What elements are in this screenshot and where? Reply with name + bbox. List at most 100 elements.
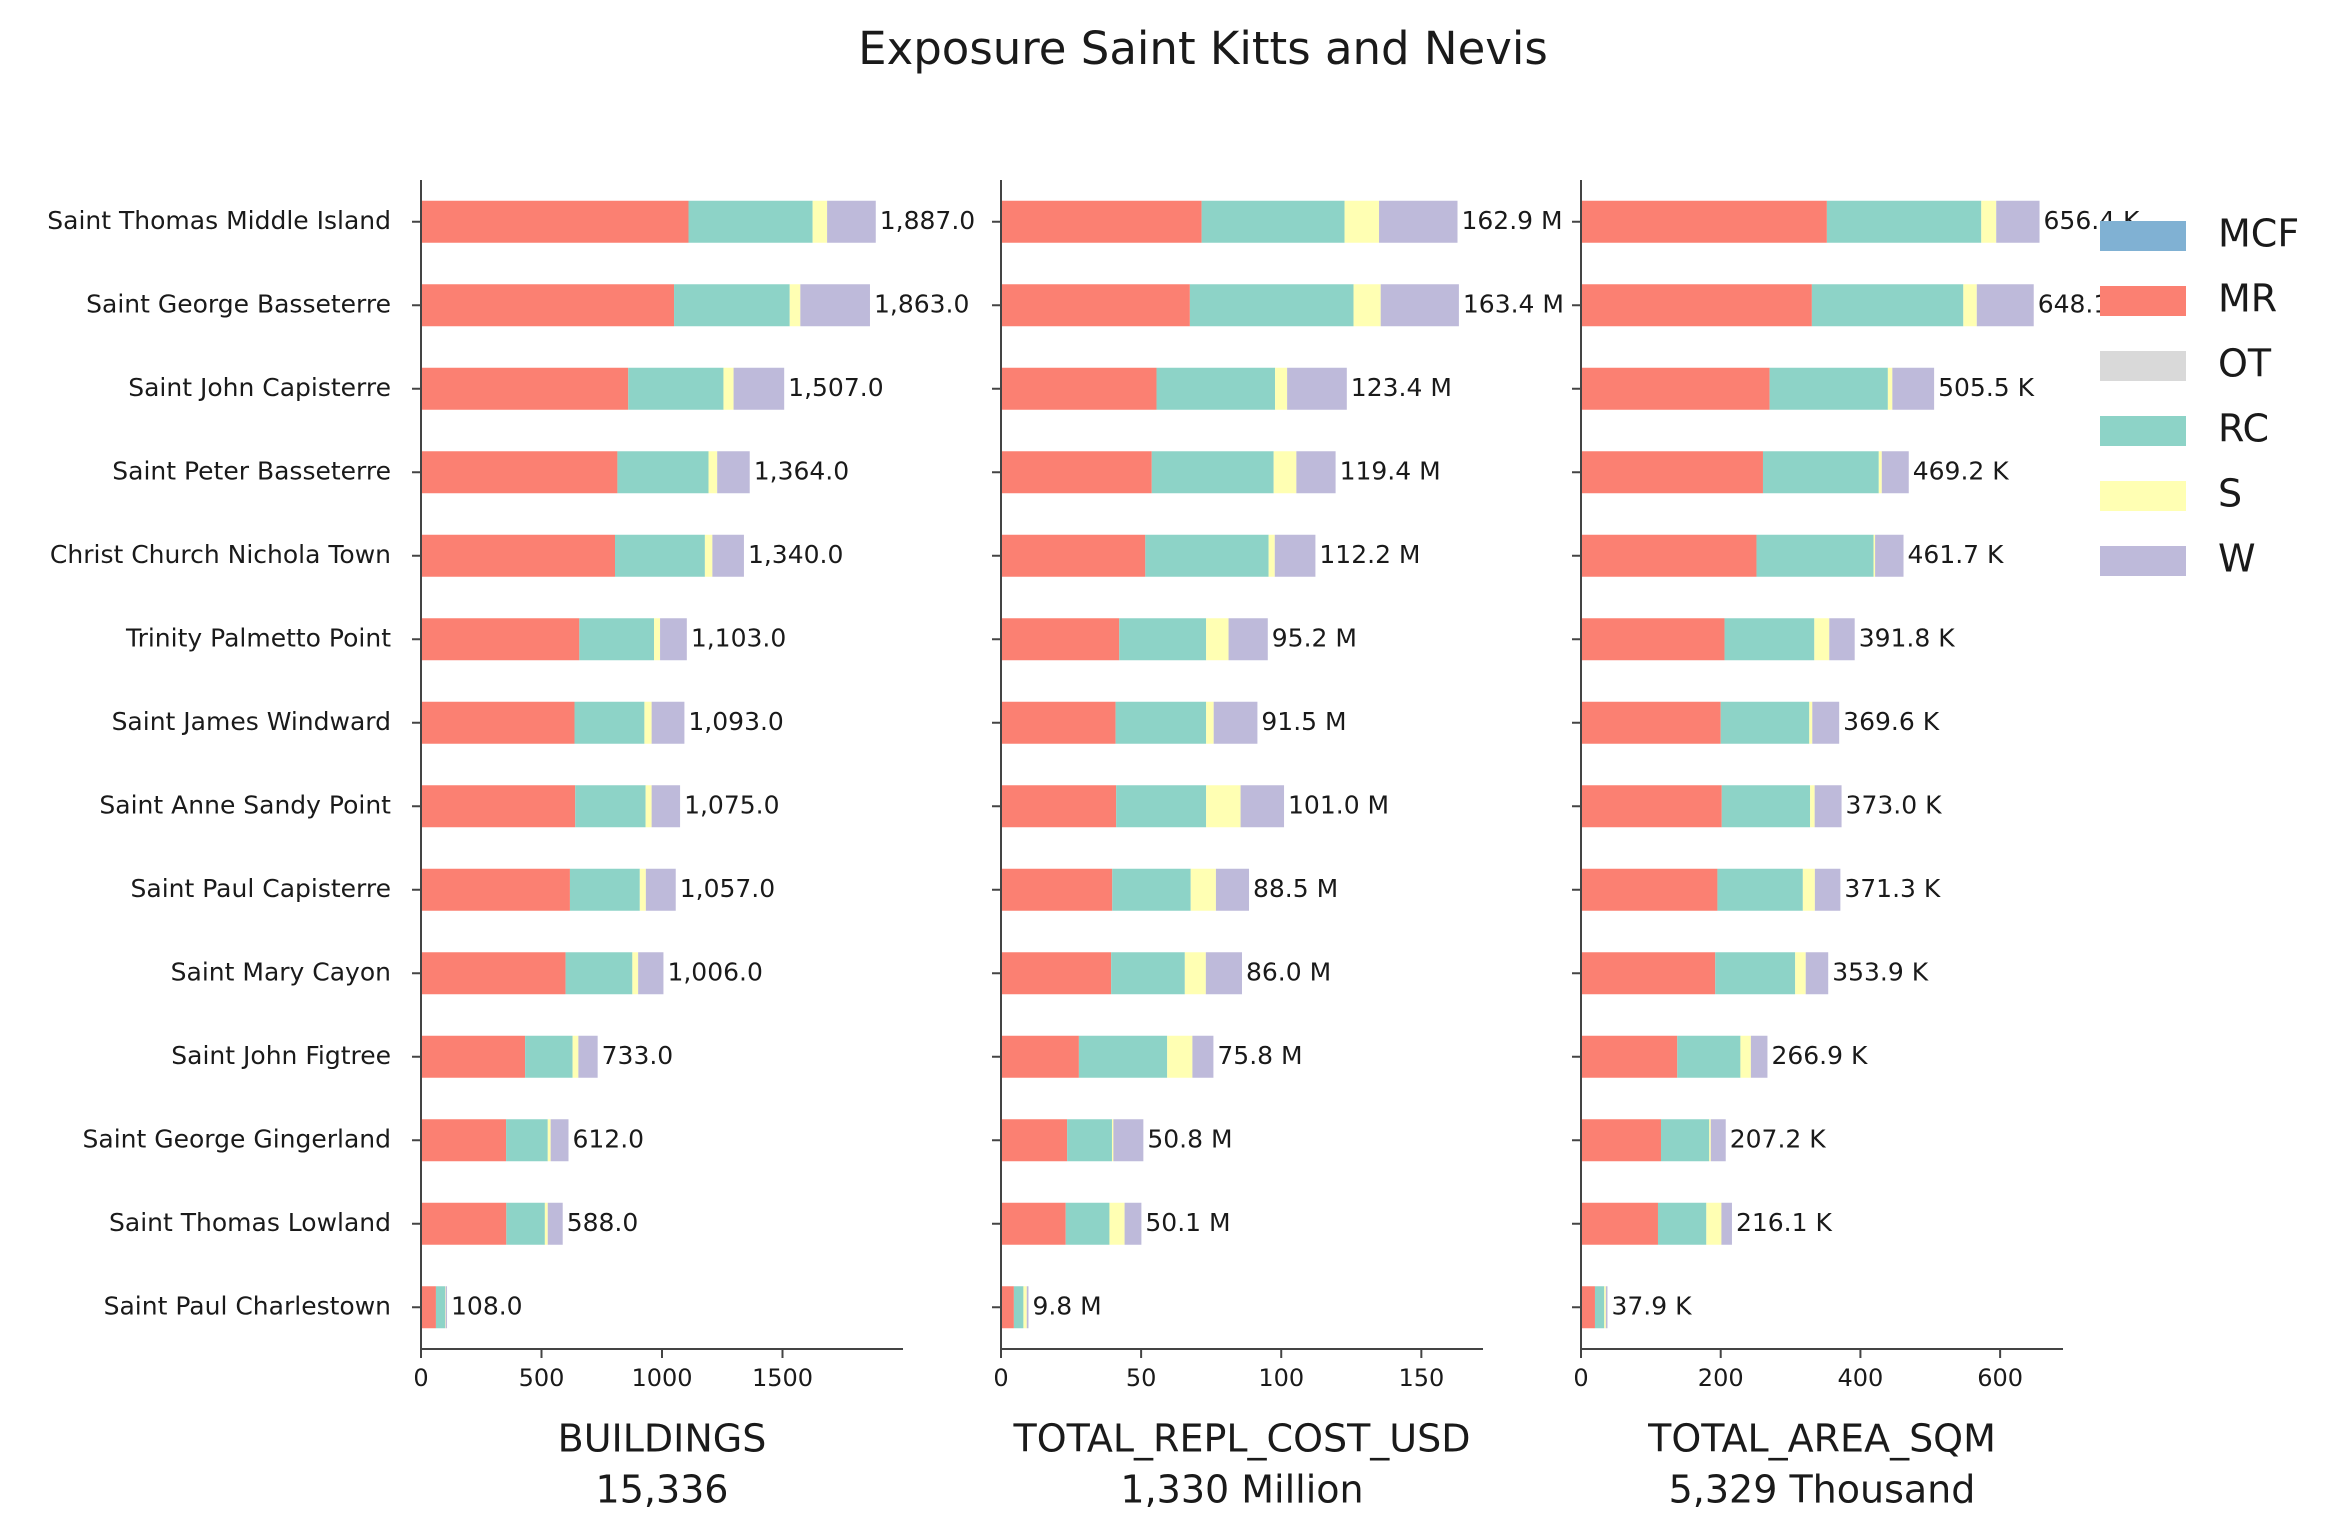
bar-segment [579, 618, 655, 661]
total-label: 373.0 K [1846, 790, 1943, 819]
bar-segment [445, 1286, 448, 1329]
bar-segment [1709, 1119, 1711, 1162]
bar-segment [1826, 200, 1982, 243]
total-label: 371.3 K [1844, 874, 1941, 903]
total-label: 88.5 M [1253, 874, 1338, 903]
bar-segment [651, 785, 681, 828]
x-tick-label: 100 [1258, 1364, 1304, 1392]
total-label: 50.1 M [1145, 1208, 1230, 1237]
bar-segment [645, 868, 676, 911]
bar-segment [1581, 701, 1721, 744]
bar-segment [1875, 534, 1904, 577]
bar-segment [1810, 785, 1815, 828]
bar-segment [1724, 618, 1815, 661]
bar-segment [1190, 868, 1216, 911]
bar-segment [547, 1202, 563, 1245]
bar-segment [421, 618, 580, 661]
bar-segment [704, 534, 713, 577]
legend-swatch [2100, 351, 2186, 381]
bar-segment [1812, 701, 1840, 744]
chart-title: Exposure Saint Kitts and Nevis [858, 22, 1548, 75]
total-label: 1,075.0 [684, 790, 779, 819]
bar-segment [1706, 1202, 1722, 1245]
bar-segment [789, 284, 801, 327]
bar-segment [1720, 701, 1810, 744]
legend-swatch [2100, 286, 2186, 316]
total-label: 1,057.0 [680, 874, 775, 903]
y-tick-label: Saint James Windward [112, 707, 391, 736]
bar-segment [1605, 1286, 1608, 1329]
total-label: 391.8 K [1859, 623, 1956, 652]
x-tick-label: 50 [1126, 1364, 1157, 1392]
bar-segment [1078, 1035, 1168, 1078]
bar-segment [1228, 618, 1268, 661]
y-tick-label: Saint George Basseterre [86, 289, 391, 318]
total-label: 505.5 K [1938, 373, 2035, 402]
bar-segment [1189, 284, 1354, 327]
x-axis-label: TOTAL_REPL_COST_USD [1012, 1417, 1470, 1461]
legend-swatch [2100, 221, 2186, 251]
bar-segment [628, 367, 724, 410]
bar-segment [1829, 618, 1855, 661]
total-label: 216.1 K [1736, 1208, 1833, 1237]
bar-segment [1581, 1286, 1595, 1329]
y-tick-label: Saint Paul Capisterre [131, 874, 392, 903]
bar-segment [1156, 367, 1276, 410]
x-tick-label: 0 [413, 1364, 428, 1392]
total-label: 86.0 M [1246, 957, 1331, 986]
bar-segment [651, 701, 685, 744]
legend-label: S [2218, 472, 2242, 516]
bar-segment [617, 451, 709, 494]
bar-segment [421, 1286, 436, 1329]
bar-segment [1001, 200, 1202, 243]
x-axis-subtitle: 5,329 Thousand [1669, 1468, 1976, 1512]
bar-segment [1206, 785, 1241, 828]
bar-segment [1379, 200, 1458, 243]
y-tick-label: Saint Anne Sandy Point [99, 790, 391, 819]
total-label: 101.0 M [1288, 790, 1389, 819]
x-tick-label: 150 [1398, 1364, 1444, 1392]
y-tick-label: Saint John Figtree [171, 1041, 391, 1070]
bar-segment [638, 952, 664, 995]
bar-segment [1581, 868, 1718, 911]
bar-segment [1721, 1202, 1732, 1245]
x-tick-label: 600 [1977, 1364, 2023, 1392]
y-tick-label: Saint Thomas Lowland [109, 1208, 391, 1237]
bar-segment [615, 534, 705, 577]
total-label: 369.6 K [1843, 707, 1940, 736]
bar-segment [1274, 534, 1316, 577]
bar-segment [1001, 451, 1152, 494]
legend-label: MR [2218, 277, 2277, 321]
bar-segment [421, 200, 689, 243]
bar-segment [1344, 200, 1380, 243]
bar-segment [1353, 284, 1381, 327]
total-label: 123.4 M [1351, 373, 1452, 402]
bar-segment [1184, 952, 1206, 995]
y-tick-label: Saint Thomas Middle Island [47, 206, 391, 235]
bar-segment [421, 785, 576, 828]
total-label: 1,093.0 [688, 707, 783, 736]
bar-segment [1001, 1202, 1066, 1245]
total-label: 1,103.0 [691, 623, 786, 652]
total-label: 108.0 [451, 1291, 523, 1320]
total-label: 75.8 M [1217, 1041, 1302, 1070]
bar-segment [674, 284, 790, 327]
bar-segment [1205, 952, 1242, 995]
bar-segment [1001, 701, 1116, 744]
total-label: 1,340.0 [748, 540, 843, 569]
x-tick-label: 500 [519, 1364, 565, 1392]
bar-segment [1119, 618, 1207, 661]
bar-segment [1581, 952, 1716, 995]
bar-segment [1201, 200, 1345, 243]
bar-segment [1001, 534, 1146, 577]
legend-label: W [2218, 537, 2256, 581]
bar-segment [1976, 284, 2034, 327]
bar-segment [812, 200, 828, 243]
bar-segment [1715, 952, 1796, 995]
total-label: 37.9 K [1611, 1291, 1692, 1320]
total-label: 9.8 M [1032, 1291, 1101, 1320]
bar-segment [1657, 1202, 1707, 1245]
bar-segment [644, 701, 652, 744]
bar-segment [1710, 1119, 1726, 1162]
